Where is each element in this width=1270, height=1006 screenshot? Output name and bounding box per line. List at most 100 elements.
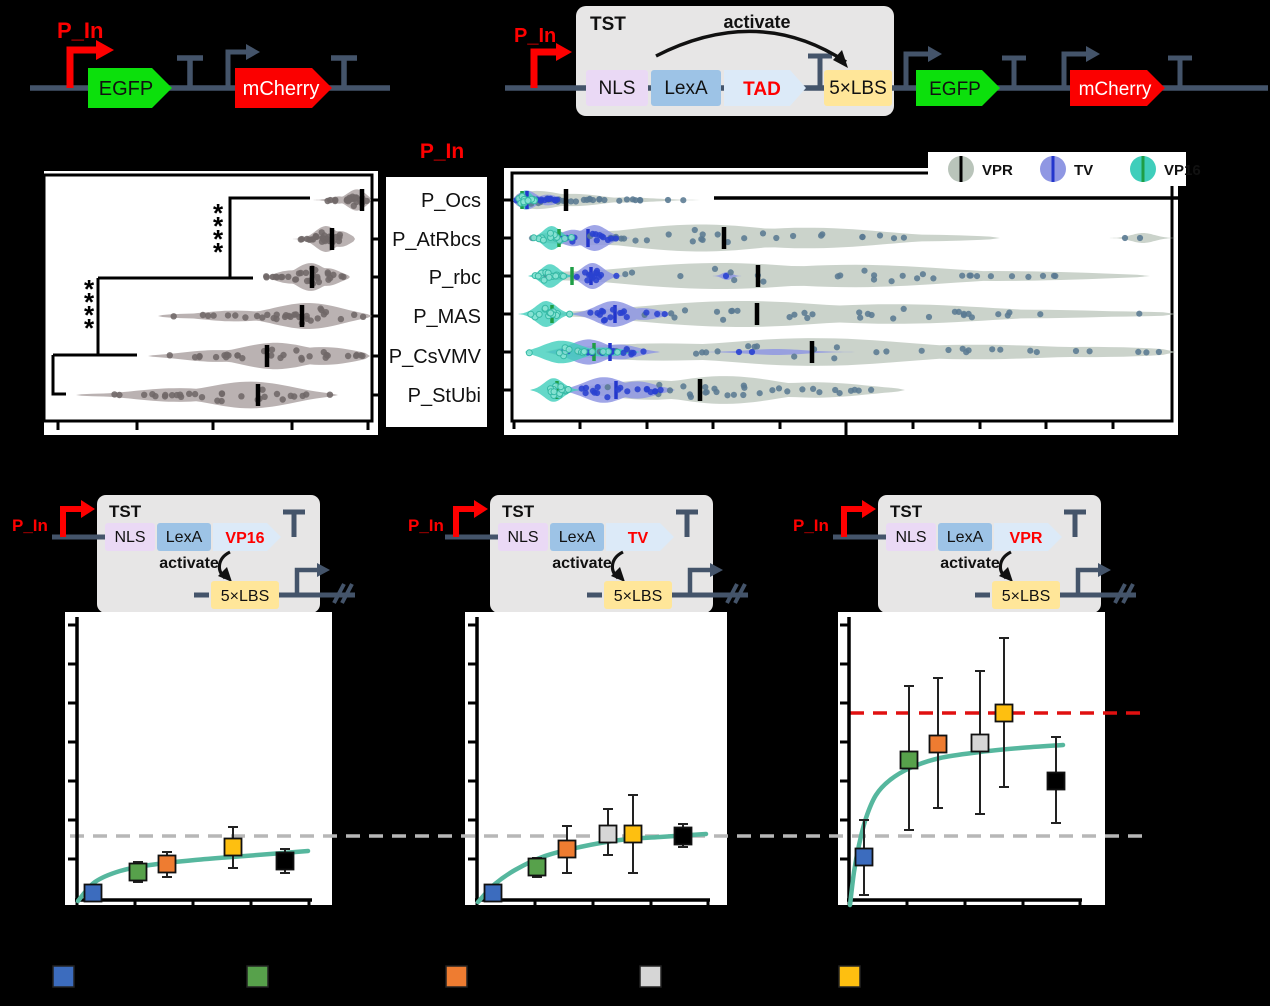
tv-dot — [612, 235, 620, 242]
vpr-dot — [727, 269, 734, 276]
data-dot — [303, 235, 311, 243]
data-dot — [176, 391, 184, 398]
data-dot — [346, 196, 353, 204]
tv-dot — [589, 230, 596, 237]
data-point-square — [673, 826, 693, 846]
data-dot — [268, 346, 276, 353]
vpr-dot — [666, 387, 674, 394]
vp16-dot — [535, 310, 543, 318]
vp16-dot — [560, 272, 567, 280]
tv-dot — [597, 271, 605, 279]
promoter-label: P_Ocs — [421, 190, 481, 212]
vp16-dot — [568, 234, 575, 241]
activate-arrowhead-icon — [999, 567, 1013, 582]
tv-dot — [623, 346, 630, 353]
vpr-dot — [784, 388, 791, 395]
data-dot — [210, 312, 217, 319]
vpr-dot — [799, 386, 806, 393]
vp16-dot — [530, 234, 538, 242]
nls-label: NLS — [507, 529, 538, 546]
significance-bracket — [51, 355, 66, 396]
data-point-square — [623, 824, 643, 844]
data-dot — [295, 270, 303, 277]
activate-arrow-icon — [655, 29, 847, 64]
data-dot — [264, 311, 271, 318]
vpr-dot — [1027, 347, 1034, 354]
lbs-label: 5×LBS — [614, 588, 662, 605]
dose-plot-background-vpr — [838, 612, 1105, 905]
label-box — [386, 177, 487, 427]
significance-stars: * — [84, 300, 95, 330]
data-dot — [335, 237, 343, 245]
vpr-dot — [856, 309, 863, 316]
vpr-dot — [791, 311, 798, 318]
violin-row-P_AtRbcs — [291, 226, 355, 252]
p-in-label: P_In — [408, 516, 444, 535]
vpr-dot — [1135, 348, 1142, 355]
data-dot — [212, 353, 220, 361]
axis-break-icon — [332, 583, 346, 604]
promoter-label: P_CsVMV — [389, 346, 482, 368]
data-point-square — [854, 847, 874, 867]
data-dot — [324, 352, 331, 359]
nls-box — [105, 523, 155, 551]
violin-row-P_Ocs — [513, 189, 700, 211]
vpr-dot — [810, 385, 817, 392]
vpr-dot — [773, 234, 780, 242]
vpr-dot — [857, 314, 864, 321]
vpr-dot — [703, 349, 710, 356]
data-dot — [263, 274, 270, 281]
vpr-dot — [623, 196, 631, 203]
vpr-dot — [997, 346, 1004, 353]
vpr-dot — [632, 197, 639, 204]
p-in-promoter-icon — [841, 506, 862, 537]
lexa-label: LexA — [166, 529, 203, 546]
data-dot — [318, 238, 326, 245]
tad-arrow — [606, 523, 674, 551]
vp16-dot — [550, 388, 558, 396]
egfp-label: EGFP — [99, 78, 153, 100]
vpr-dot — [730, 391, 738, 398]
vpr-dot — [959, 345, 966, 352]
data-point-square — [598, 824, 618, 844]
significance-stars: * — [84, 313, 95, 343]
vpr-dot — [636, 196, 644, 204]
mcherry-gene-arrow — [1070, 70, 1165, 106]
data-dot — [198, 394, 206, 401]
activate-label: activate — [159, 555, 219, 572]
p-in-promoter-icon-head — [81, 500, 95, 518]
lbs-box — [211, 581, 279, 609]
vpr-dot — [900, 305, 907, 312]
vpr-dot — [900, 234, 908, 241]
nls-label: NLS — [895, 529, 926, 546]
nls-label: NLS — [114, 529, 145, 546]
tst-label: TST — [502, 502, 535, 521]
data-dot — [277, 273, 285, 281]
tv-dot — [722, 272, 730, 280]
data-point-square — [128, 862, 148, 882]
vpr-dot — [1033, 349, 1040, 356]
vpr-dot — [759, 230, 767, 237]
mcherry-label: mCherry — [243, 78, 320, 100]
vpr-dot — [831, 355, 838, 362]
data-dot — [307, 317, 314, 324]
vpr-dot — [995, 311, 1002, 318]
data-dot — [357, 352, 365, 359]
data-dot — [279, 396, 286, 403]
panel-d-legend: VPR TV VP16 — [928, 152, 1201, 186]
data-dot — [306, 353, 313, 360]
tad-arrow — [994, 523, 1062, 551]
data-point-square — [527, 857, 547, 877]
vp16-dot — [534, 272, 542, 280]
promoter-icon-head — [1098, 563, 1111, 577]
vpr-dot — [791, 353, 798, 360]
vpr-dot — [809, 311, 816, 318]
axis-break-icon — [733, 583, 747, 604]
vp16-dot — [564, 386, 572, 393]
vpr-violin — [530, 224, 1000, 252]
vpr-dot — [677, 273, 684, 280]
lbs-label: 5×LBS — [829, 78, 887, 99]
vp16-dot — [541, 304, 549, 312]
vpr-dot — [680, 197, 687, 204]
